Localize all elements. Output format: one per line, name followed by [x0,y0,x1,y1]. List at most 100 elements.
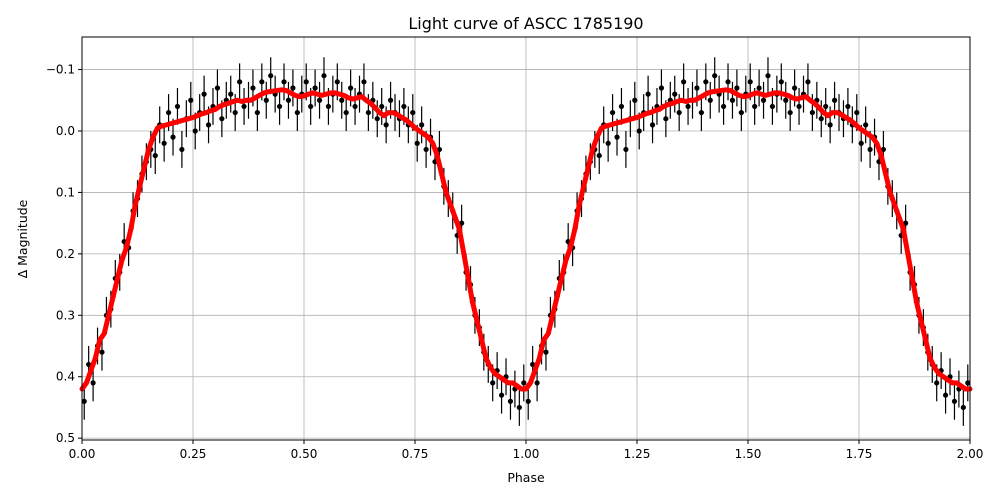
data-point [237,79,243,85]
data-point [694,85,700,91]
data-point [410,109,416,116]
data-point [352,103,358,110]
x-tick-label: 2.00 [957,447,984,461]
x-tick-label: 1.75 [846,447,873,461]
data-point [805,79,811,85]
data-point [649,122,656,128]
x-tick-label: 1.50 [735,447,762,461]
data-point [241,103,247,110]
data-point [228,91,234,97]
data-point [747,79,753,85]
y-tick-label: 0.0 [56,124,75,138]
grid [81,37,971,440]
data-point [809,109,815,116]
data-point [365,109,371,116]
data-point [423,146,429,153]
x-tick-label: 0.25 [180,447,207,461]
data-point [752,103,758,110]
model-line [79,87,973,392]
data-point [205,122,212,128]
data-point [179,146,185,153]
data-point [263,97,269,103]
data-point [676,109,682,116]
data-point [86,361,92,368]
data-point [459,220,465,226]
data-point [281,79,287,85]
y-tick-label: 0.3 [56,308,75,322]
data-point [672,91,678,97]
data-point [525,398,531,404]
data-point [316,97,323,103]
data-point [645,91,651,97]
data-point [658,85,665,91]
data-point [783,97,789,103]
data-point [303,79,309,85]
y-axis-label: Δ Magnitude [15,199,30,278]
data-point [170,134,176,140]
data-point [707,97,713,103]
data-point [259,79,265,85]
data-point [348,85,354,91]
data-point [854,109,860,116]
data-point [769,103,776,110]
x-tick-label: 0.50 [291,447,318,461]
data-point [880,146,887,153]
data-point [290,85,296,91]
data-point [339,97,345,103]
data-point [703,79,709,85]
data-point [765,73,771,79]
y-tick-label: 0.4 [56,370,75,384]
data-point [152,152,158,159]
data-point [192,128,198,134]
data-point [419,122,425,128]
data-point [796,103,802,110]
data-point [165,109,172,116]
y-tick-label: −0.1 [46,63,75,77]
data-point [951,398,958,404]
data-point [756,85,762,91]
data-point [161,140,167,146]
data-point [343,109,349,116]
data-point [99,349,105,355]
data-point [250,85,256,91]
data-point [414,140,420,146]
data-point [792,85,798,91]
data-point [534,380,540,386]
data-point [720,103,727,110]
data-point [490,380,496,386]
data-point [596,152,602,159]
data-point [609,109,616,116]
x-axis-label: Phase [507,470,545,485]
data-point [254,109,260,116]
data-point [219,116,225,122]
data-point [960,404,966,411]
data-point [778,79,784,85]
data-point [387,97,394,103]
data-point [401,103,407,110]
data-point [285,97,292,103]
x-tick-label: 1.00 [513,447,540,461]
data-point [903,220,909,226]
data-point [188,97,194,103]
x-tick-label: 0.00 [69,447,96,461]
data-point [823,103,829,110]
y-tick-label: 0.1 [56,185,75,199]
data-point [867,146,873,153]
data-point [698,109,704,116]
data-point [321,73,327,79]
data-point [308,103,314,110]
data-point [507,398,514,404]
data-point [831,97,838,103]
data-point [325,103,332,110]
data-point [685,103,691,110]
chart-title: Light curve of ASCC 1785190 [408,14,643,33]
data-point [276,103,283,110]
data-point [374,116,380,122]
data-point [201,91,207,97]
data-point [614,134,620,140]
model-curve [79,87,973,392]
data-point [681,79,687,85]
data-point [738,109,744,116]
